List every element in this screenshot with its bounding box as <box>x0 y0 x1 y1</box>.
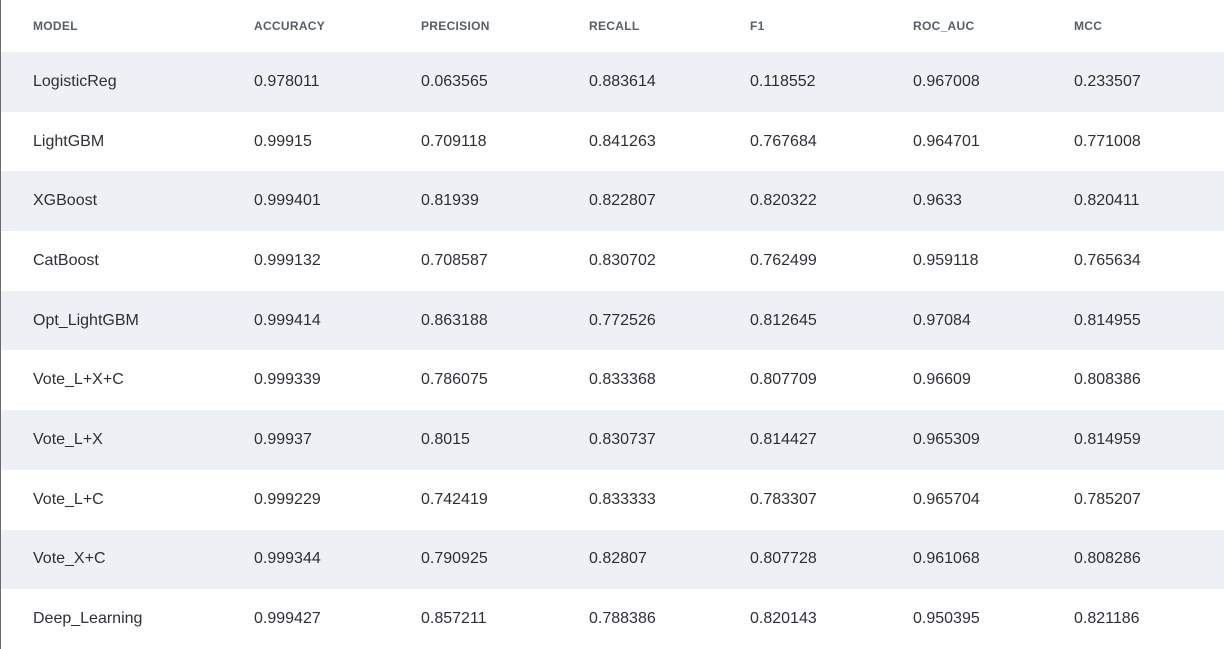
cell-precision: 0.063565 <box>421 52 589 112</box>
column-header-mcc[interactable]: MCC <box>1074 19 1103 33</box>
column-header-f1[interactable]: F1 <box>750 19 765 33</box>
cell-model: Deep_Learning <box>1 589 254 649</box>
cell-precision: 0.857211 <box>421 589 589 649</box>
cell-precision: 0.742419 <box>421 469 589 530</box>
cell-precision: 0.709118 <box>421 111 589 172</box>
table-row: CatBoost 0.999132 0.708587 0.830702 0.76… <box>1 231 1224 291</box>
cell-recall: 0.772526 <box>589 290 750 351</box>
cell-f1: 0.762499 <box>750 231 913 291</box>
cell-roc-auc: 0.96609 <box>913 350 1074 411</box>
cell-recall: 0.830737 <box>589 410 750 470</box>
cell-f1: 0.767684 <box>750 111 913 172</box>
cell-roc-auc: 0.961068 <box>913 529 1074 590</box>
cell-precision: 0.81939 <box>421 171 589 232</box>
cell-f1: 0.807728 <box>750 529 913 590</box>
column-header-model[interactable]: MODEL <box>33 19 78 33</box>
cell-mcc: 0.820411 <box>1074 171 1224 232</box>
cell-model: XGBoost <box>1 171 254 232</box>
cell-precision: 0.790925 <box>421 529 589 590</box>
table-row: Deep_Learning 0.999427 0.857211 0.788386… <box>1 589 1224 649</box>
cell-accuracy: 0.999229 <box>254 469 421 530</box>
cell-f1: 0.812645 <box>750 290 913 351</box>
cell-recall: 0.82807 <box>589 529 750 590</box>
cell-recall: 0.830702 <box>589 231 750 291</box>
cell-mcc: 0.765634 <box>1074 231 1224 291</box>
cell-mcc: 0.814959 <box>1074 410 1224 470</box>
cell-accuracy: 0.999414 <box>254 290 421 351</box>
cell-roc-auc: 0.965704 <box>913 469 1074 530</box>
table-row: Vote_X+C 0.999344 0.790925 0.82807 0.807… <box>1 529 1224 590</box>
cell-roc-auc: 0.959118 <box>913 231 1074 291</box>
column-header-recall[interactable]: RECALL <box>589 19 640 33</box>
cell-recall: 0.822807 <box>589 171 750 232</box>
cell-roc-auc: 0.967008 <box>913 52 1074 112</box>
cell-roc-auc: 0.97084 <box>913 290 1074 351</box>
cell-mcc: 0.771008 <box>1074 111 1224 172</box>
cell-f1: 0.783307 <box>750 469 913 530</box>
cell-accuracy: 0.99915 <box>254 111 421 172</box>
cell-model: CatBoost <box>1 231 254 291</box>
cell-model: LightGBM <box>1 111 254 172</box>
column-header-precision[interactable]: PRECISION <box>421 19 490 33</box>
cell-mcc: 0.233507 <box>1074 52 1224 112</box>
cell-mcc: 0.785207 <box>1074 469 1224 530</box>
table-row: Vote_L+X+C 0.999339 0.786075 0.833368 0.… <box>1 350 1224 411</box>
cell-model: Vote_X+C <box>1 529 254 590</box>
cell-model: LogisticReg <box>1 52 254 112</box>
cell-roc-auc: 0.964701 <box>913 111 1074 172</box>
cell-f1: 0.820143 <box>750 589 913 649</box>
cell-precision: 0.8015 <box>421 410 589 470</box>
cell-model: Vote_L+X+C <box>1 350 254 411</box>
cell-mcc: 0.821186 <box>1074 589 1224 649</box>
cell-f1: 0.807709 <box>750 350 913 411</box>
column-header-roc-auc[interactable]: ROC_AUC <box>913 19 975 33</box>
column-header-accuracy[interactable]: ACCURACY <box>254 19 326 33</box>
cell-recall: 0.788386 <box>589 589 750 649</box>
cell-accuracy: 0.978011 <box>254 52 421 112</box>
cell-mcc: 0.814955 <box>1074 290 1224 351</box>
cell-roc-auc: 0.950395 <box>913 589 1074 649</box>
cell-accuracy: 0.999401 <box>254 171 421 232</box>
cell-accuracy: 0.999427 <box>254 589 421 649</box>
cell-accuracy: 0.999344 <box>254 529 421 590</box>
table-row: Vote_L+C 0.999229 0.742419 0.833333 0.78… <box>1 469 1224 530</box>
table-body: LogisticReg 0.978011 0.063565 0.883614 0… <box>1 52 1224 649</box>
header-row: MODEL ACCURACY PRECISION RECALL F1 ROC_A… <box>1 0 1224 52</box>
cell-recall: 0.883614 <box>589 52 750 112</box>
cell-model: Vote_L+X <box>1 410 254 470</box>
cell-accuracy: 0.99937 <box>254 410 421 470</box>
cell-recall: 0.833368 <box>589 350 750 411</box>
cell-precision: 0.786075 <box>421 350 589 411</box>
cell-mcc: 0.808386 <box>1074 350 1224 411</box>
table-row: LightGBM 0.99915 0.709118 0.841263 0.767… <box>1 111 1224 172</box>
table-header: MODEL ACCURACY PRECISION RECALL F1 ROC_A… <box>1 0 1224 52</box>
table-row: Opt_LightGBM 0.999414 0.863188 0.772526 … <box>1 290 1224 351</box>
cell-f1: 0.820322 <box>750 171 913 232</box>
cell-model: Vote_L+C <box>1 469 254 530</box>
table-row: XGBoost 0.999401 0.81939 0.822807 0.8203… <box>1 171 1224 232</box>
table-row: Vote_L+X 0.99937 0.8015 0.830737 0.81442… <box>1 410 1224 470</box>
cell-roc-auc: 0.9633 <box>913 171 1074 232</box>
cell-mcc: 0.808286 <box>1074 529 1224 590</box>
cell-f1: 0.814427 <box>750 410 913 470</box>
cell-roc-auc: 0.965309 <box>913 410 1074 470</box>
cell-accuracy: 0.999339 <box>254 350 421 411</box>
cell-f1: 0.118552 <box>750 52 913 112</box>
cell-recall: 0.841263 <box>589 111 750 172</box>
table-row: LogisticReg 0.978011 0.063565 0.883614 0… <box>1 52 1224 112</box>
cell-model: Opt_LightGBM <box>1 290 254 351</box>
cell-accuracy: 0.999132 <box>254 231 421 291</box>
cell-precision: 0.708587 <box>421 231 589 291</box>
cell-precision: 0.863188 <box>421 290 589 351</box>
cell-recall: 0.833333 <box>589 469 750 530</box>
